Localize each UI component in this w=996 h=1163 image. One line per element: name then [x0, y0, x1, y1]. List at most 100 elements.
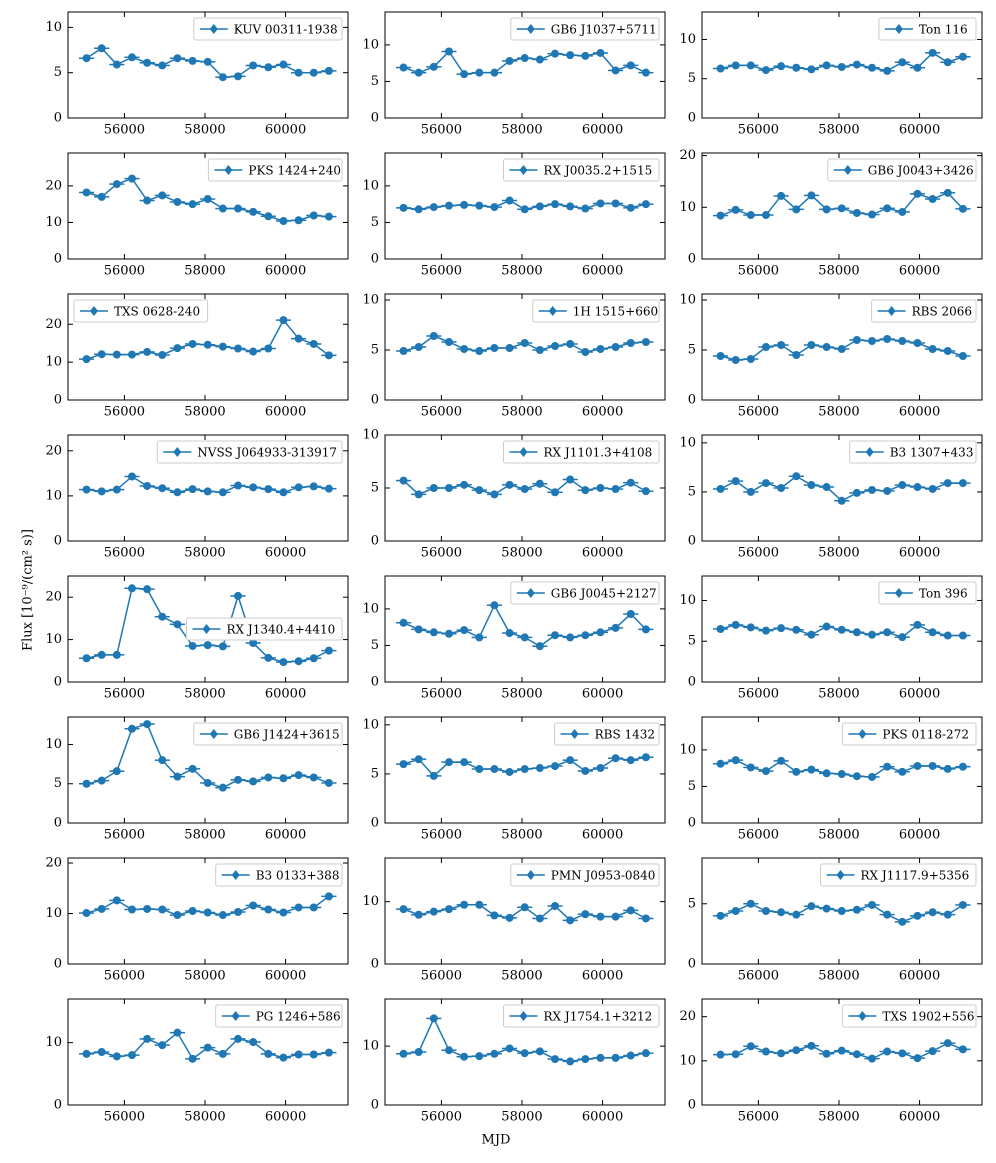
x-tick-label: 60000	[899, 405, 940, 420]
data-point	[460, 70, 469, 79]
legend-marker	[209, 24, 218, 34]
legend-box	[871, 299, 977, 323]
data-point	[852, 336, 861, 344]
x-tick-label: 58000	[818, 828, 859, 843]
data-point	[294, 216, 303, 225]
data-point	[143, 720, 152, 729]
y-tick-label: 5	[688, 779, 696, 794]
data-point	[490, 203, 499, 212]
data-point	[807, 902, 816, 911]
data-point	[294, 657, 303, 666]
data-point	[928, 195, 937, 204]
data-point	[852, 1050, 861, 1059]
data-point	[596, 1053, 605, 1062]
data-point	[143, 347, 152, 356]
data-point	[97, 776, 106, 785]
data-point	[429, 771, 438, 780]
data-point	[958, 204, 967, 213]
y-tick-label: 5	[688, 71, 696, 86]
data-point	[566, 756, 575, 765]
data-point	[520, 633, 529, 642]
x-tick-label: 58000	[818, 405, 859, 420]
x-tick-label: 56000	[738, 405, 779, 420]
y-tick-label: 10	[679, 293, 696, 308]
data-point	[475, 1052, 484, 1061]
y-tick-label: 10	[362, 717, 379, 732]
plot-frame	[384, 857, 666, 965]
data-point	[520, 54, 529, 63]
y-tick-label: 10	[362, 178, 379, 193]
data-point	[264, 212, 273, 221]
data-point	[520, 205, 529, 214]
y-tick-label: 0	[688, 1098, 696, 1113]
data-point	[399, 347, 408, 355]
x-tick-label: 60000	[265, 687, 306, 702]
data-point	[777, 1049, 786, 1058]
y-tick-label: 10	[45, 355, 62, 370]
y-tick-label: 10	[45, 906, 62, 921]
data-point	[460, 900, 469, 909]
y-tick-label: 20	[45, 856, 62, 871]
data-point	[127, 53, 136, 62]
data-point	[958, 52, 967, 61]
plot-frame	[701, 11, 983, 119]
data-point	[294, 68, 303, 77]
y-tick-label: 5	[371, 766, 379, 781]
data-point	[173, 488, 182, 497]
data-point	[188, 764, 197, 773]
data-point	[581, 348, 590, 356]
data-point	[596, 48, 605, 57]
x-tick-label: 58000	[184, 1110, 225, 1125]
legend-box	[849, 440, 977, 464]
data-point	[475, 765, 484, 774]
x-tick-label: 60000	[899, 687, 940, 702]
data-point	[82, 485, 91, 494]
data-point	[596, 199, 605, 208]
x-tick-label: 60000	[265, 828, 306, 843]
panel: 0 10 20 56000 58000 60000 GB6 J0043+3426	[679, 148, 983, 279]
data-point	[898, 1049, 907, 1058]
legend-label: B3 0133+388	[256, 869, 340, 883]
y-tick-label: 0	[688, 816, 696, 831]
data-point	[883, 204, 892, 213]
data-point	[112, 350, 121, 359]
data-point	[294, 903, 303, 912]
data-point	[234, 344, 243, 353]
y-tick-label: 10	[45, 488, 62, 503]
data-point	[399, 63, 408, 72]
x-tick-label: 56000	[104, 687, 145, 702]
y-tick-label: 10	[679, 435, 696, 450]
legend-box	[841, 1004, 977, 1028]
data-point	[731, 205, 740, 214]
data-point	[837, 770, 846, 779]
data-point	[641, 487, 650, 496]
x-tick-label: 60000	[899, 264, 940, 279]
y-tick-label: 10	[362, 601, 379, 616]
x-tick-label: 58000	[501, 969, 542, 984]
y-tick-label: 0	[54, 111, 62, 126]
data-point	[429, 907, 438, 916]
legend-marker	[894, 588, 903, 598]
panel: 0 5 10 56000 58000 60000 RBS 1432	[362, 716, 666, 843]
x-tick-label: 56000	[738, 969, 779, 984]
plot-frame	[701, 998, 983, 1106]
x-tick-label: 60000	[582, 828, 623, 843]
legend-box	[878, 581, 977, 605]
data-point	[958, 352, 967, 360]
data-point	[414, 205, 423, 214]
data-point	[324, 484, 333, 493]
data-point	[792, 63, 801, 72]
legend-label: RX J1101.3+4108	[544, 446, 653, 460]
data-point	[475, 486, 484, 495]
y-tick-label: 20	[679, 1009, 696, 1024]
data-point	[264, 653, 273, 662]
legend-label: Ton 116	[919, 23, 968, 37]
legend-box	[820, 863, 977, 887]
data-point	[143, 904, 152, 913]
x-tick-label: 58000	[818, 1110, 859, 1125]
y-tick-label: 0	[371, 111, 379, 126]
data-point	[777, 484, 786, 492]
data-point	[475, 201, 484, 210]
data-point	[173, 344, 182, 353]
data-point	[279, 316, 288, 325]
